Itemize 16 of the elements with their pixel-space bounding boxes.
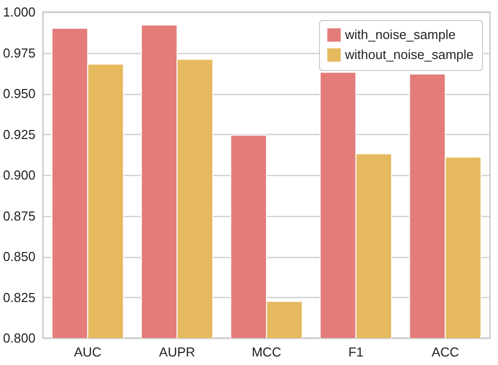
y-tick-label: 0.800 [2,330,36,346]
y-tick-label: 0.900 [2,168,36,182]
x-tick-label: MCC [252,344,282,360]
y-tick-label: 0.950 [2,86,36,101]
y-tick-label: 1.000 [2,4,36,20]
x-tick-label: AUC [74,344,102,360]
x-tick-label: AUPR [159,344,196,360]
legend-label: without_noise_sample [344,47,474,62]
y-tick-label: 0.925 [2,126,36,142]
y-tick-label: 0.825 [2,290,36,305]
y-tick-label: 0.875 [2,208,36,224]
x-tick-label: F1 [348,344,364,360]
y-tick-label: 0.850 [2,249,36,264]
x-tick-label: ACC [432,344,460,360]
y-tick-label: 0.975 [2,45,36,60]
legend-label: with_noise_sample [344,27,456,42]
